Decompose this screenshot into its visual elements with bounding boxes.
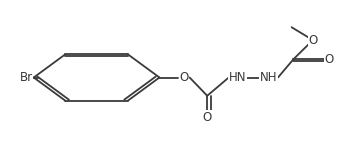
Text: O: O: [325, 53, 334, 66]
Text: Br: Br: [20, 71, 33, 84]
Text: O: O: [179, 71, 189, 84]
Text: NH: NH: [260, 71, 277, 84]
Text: O: O: [308, 34, 318, 47]
Text: HN: HN: [229, 71, 247, 84]
Text: O: O: [203, 111, 212, 124]
